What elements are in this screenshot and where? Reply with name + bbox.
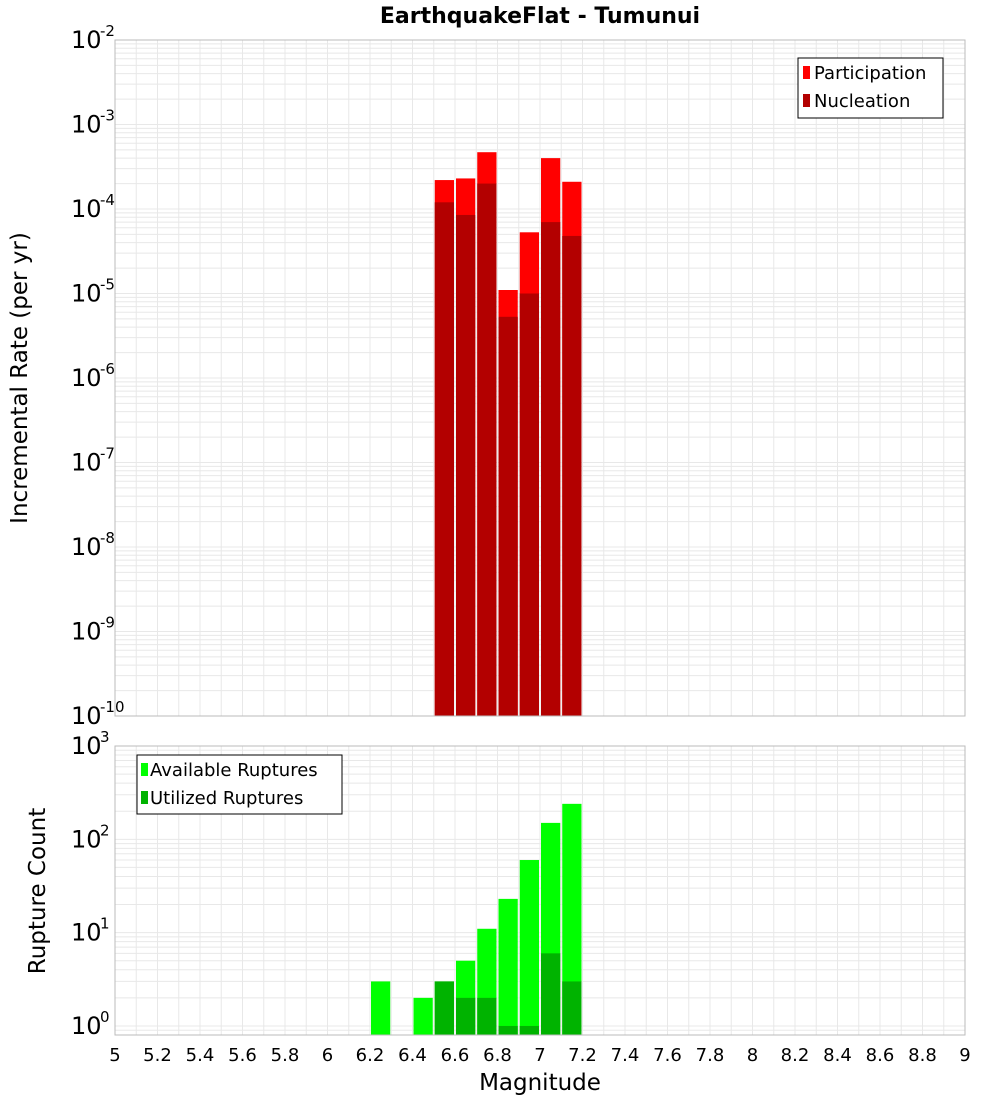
x-tick-label: 5.2 xyxy=(143,1045,172,1066)
y-tick-label: 10 xyxy=(71,825,102,853)
top-panel-bars xyxy=(434,152,582,717)
x-tick-label: 6.8 xyxy=(483,1045,512,1066)
x-tick-label: 6 xyxy=(322,1045,333,1066)
legend-swatch-available-ruptures xyxy=(141,763,148,776)
x-tick-label: 8 xyxy=(747,1045,758,1066)
x-tick-label: 6.6 xyxy=(441,1045,470,1066)
top-panel-legend: Participation Nucleation xyxy=(797,57,944,119)
legend-swatch-utilized-ruptures xyxy=(141,791,148,804)
y-tick-exponent: -8 xyxy=(100,529,115,547)
y-tick-exponent: -9 xyxy=(100,614,115,632)
legend-label-utilized-ruptures: Utilized Ruptures xyxy=(150,788,303,809)
bar-nucleation xyxy=(562,235,582,716)
legend-label-participation: Participation xyxy=(814,63,926,84)
y-tick-exponent: -6 xyxy=(100,360,115,378)
bottom-panel-legend: Available Ruptures Utilized Ruptures xyxy=(136,754,343,815)
x-tick-label: 7.8 xyxy=(696,1045,725,1066)
y-tick-label: 10 xyxy=(71,732,102,760)
bar-utilized xyxy=(519,1025,539,1035)
x-tick-label: 5 xyxy=(109,1045,120,1066)
chart-title: EarthquakeFlat - Tumunui xyxy=(380,4,700,29)
bar-available xyxy=(519,860,539,1035)
bottom-panel-y-axis-label: Rupture Count xyxy=(25,808,51,974)
bottom-legend-box xyxy=(136,754,343,815)
y-tick-label: 10 xyxy=(71,26,102,54)
y-tick-label: 10 xyxy=(71,702,102,730)
y-tick-exponent: -10 xyxy=(100,698,125,716)
bar-utilized xyxy=(562,981,582,1035)
y-tick-label: 10 xyxy=(71,364,102,392)
x-tick-label: 9 xyxy=(959,1045,970,1066)
bar-nucleation xyxy=(477,183,497,716)
y-tick-exponent: -3 xyxy=(100,107,115,125)
y-tick-label: 10 xyxy=(71,111,102,139)
x-tick-label: 8.2 xyxy=(781,1045,810,1066)
y-tick-label: 10 xyxy=(71,533,102,561)
x-axis-ticks: 5 5.2 5.4 5.6 5.8 6 6.2 6.4 6.6 6.8 7 7.2 7.4 7.6 7.8 8… xyxy=(109,1045,970,1066)
legend-label-nucleation: Nucleation xyxy=(814,91,910,112)
top-panel-y-axis-label: Incremental Rate (per yr) xyxy=(7,232,33,524)
top-panel-grid xyxy=(115,40,965,716)
y-tick-exponent: 0 xyxy=(100,1008,110,1026)
x-tick-label: 6.2 xyxy=(356,1045,385,1066)
x-tick-label: 7.4 xyxy=(611,1045,640,1066)
bar-nucleation xyxy=(498,316,518,716)
x-tick-label: 5.4 xyxy=(186,1045,215,1066)
bar-utilized xyxy=(434,981,454,1035)
y-tick-exponent: 2 xyxy=(100,821,110,839)
top-panel-frame xyxy=(114,39,966,717)
y-tick-exponent: 3 xyxy=(100,728,110,746)
y-tick-label: 10 xyxy=(71,1012,102,1040)
bar-utilized xyxy=(477,997,497,1035)
x-tick-label: 8.8 xyxy=(908,1045,937,1066)
legend-swatch-nucleation xyxy=(803,94,810,107)
y-tick-exponent: -7 xyxy=(100,445,115,463)
y-tick-exponent: -2 xyxy=(100,22,115,40)
y-tick-label: 10 xyxy=(71,919,102,947)
x-tick-label: 7.2 xyxy=(568,1045,597,1066)
bottom-panel-bars xyxy=(371,803,582,1035)
legend-swatch-participation xyxy=(803,66,810,79)
x-tick-label: 6.4 xyxy=(398,1045,427,1066)
x-tick-label: 8.4 xyxy=(823,1045,852,1066)
y-tick-exponent: -4 xyxy=(100,191,115,209)
y-tick-label: 10 xyxy=(71,618,102,646)
x-axis-label: Magnitude xyxy=(479,1070,601,1096)
legend-label-available-ruptures: Available Ruptures xyxy=(150,760,318,781)
bar-nucleation xyxy=(456,214,476,716)
bar-available xyxy=(413,997,433,1035)
y-tick-exponent: -5 xyxy=(100,276,115,294)
x-tick-label: 7 xyxy=(534,1045,545,1066)
x-tick-label: 8.6 xyxy=(866,1045,895,1066)
x-tick-label: 7.6 xyxy=(653,1045,682,1066)
bar-nucleation xyxy=(541,222,561,716)
bar-available xyxy=(562,803,582,1035)
y-tick-exponent: 1 xyxy=(100,915,110,933)
bar-utilized xyxy=(498,1025,518,1035)
bar-nucleation xyxy=(519,293,539,716)
x-tick-label: 5.6 xyxy=(228,1045,257,1066)
y-tick-label: 10 xyxy=(71,195,102,223)
bar-nucleation xyxy=(434,202,454,716)
bottom-panel-frame xyxy=(114,745,966,1036)
bar-available xyxy=(371,981,391,1035)
bar-utilized xyxy=(541,953,561,1035)
bar-utilized xyxy=(456,997,476,1035)
y-tick-label: 10 xyxy=(71,449,102,477)
bar-available xyxy=(498,898,518,1035)
top-legend-box xyxy=(797,57,944,119)
x-tick-label: 5.8 xyxy=(271,1045,300,1066)
y-tick-label: 10 xyxy=(71,280,102,308)
